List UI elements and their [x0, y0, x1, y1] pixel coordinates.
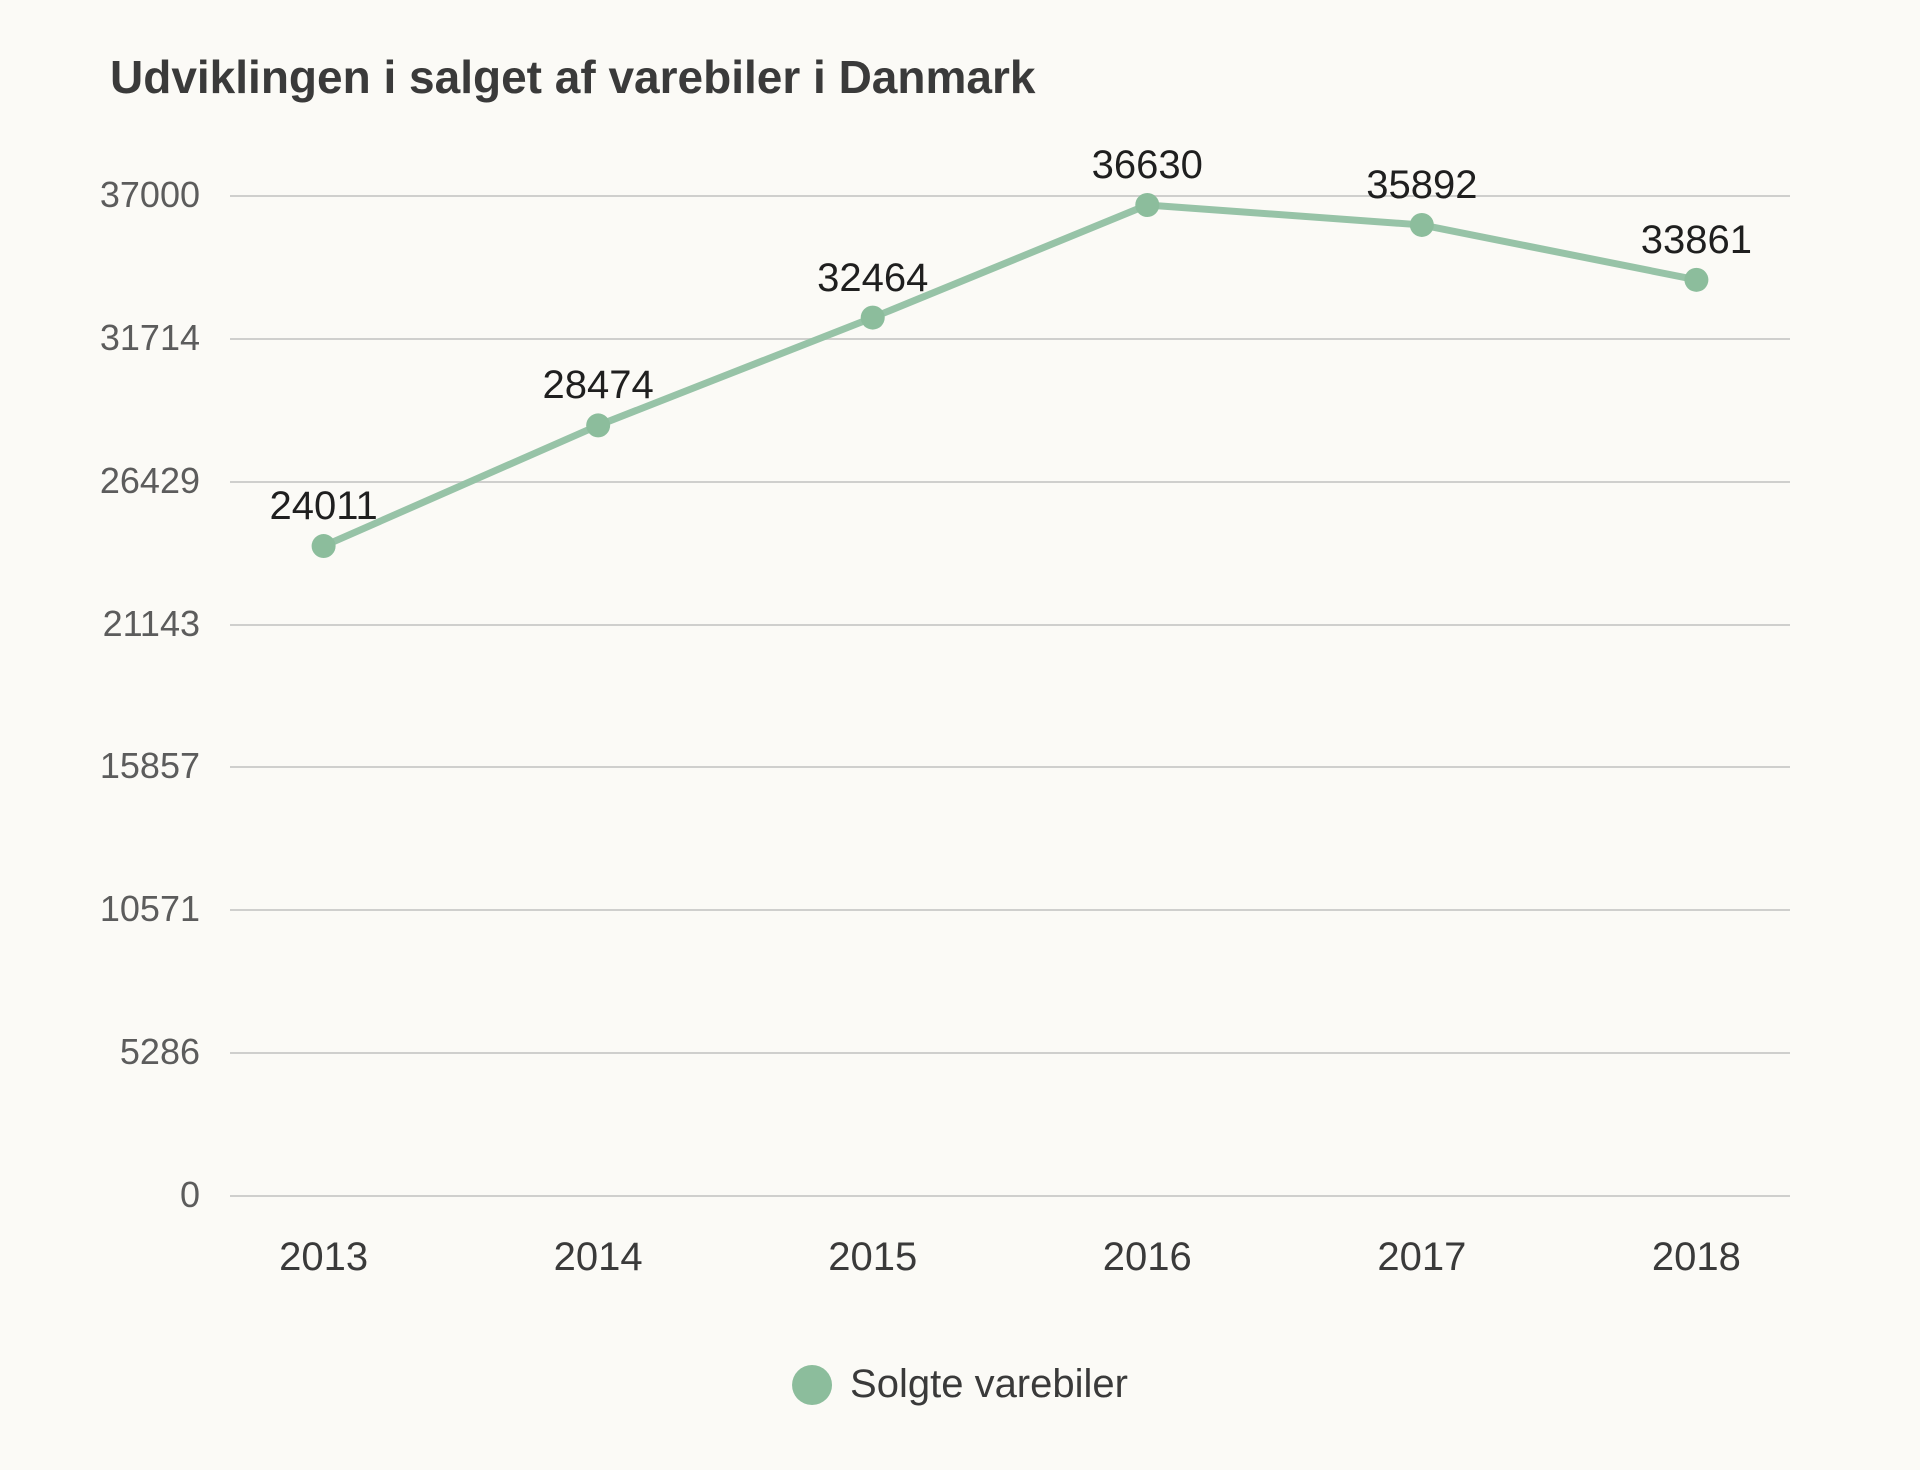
data-point	[1410, 213, 1434, 237]
y-tick-label: 5286	[60, 1031, 200, 1073]
data-label: 24011	[269, 484, 377, 529]
legend-label: Solgte varebiler	[850, 1362, 1128, 1407]
y-tick-label: 10571	[60, 888, 200, 930]
x-tick-label: 2013	[279, 1235, 368, 1280]
data-label: 33861	[1641, 218, 1752, 263]
data-point	[1135, 193, 1159, 217]
gridline	[230, 1195, 1790, 1197]
x-tick-label: 2018	[1652, 1235, 1741, 1280]
y-tick-label: 0	[60, 1174, 200, 1216]
data-label: 28474	[543, 363, 654, 408]
chart-container: Udviklingen i salget af varebiler i Danm…	[0, 0, 1920, 1470]
data-label: 32464	[817, 256, 928, 301]
y-tick-label: 31714	[60, 317, 200, 359]
data-point	[1684, 268, 1708, 292]
x-tick-label: 2014	[554, 1235, 643, 1280]
line-layer	[230, 195, 1790, 1195]
data-point	[312, 534, 336, 558]
legend: Solgte varebiler	[792, 1362, 1128, 1407]
y-tick-label: 37000	[60, 174, 200, 216]
y-tick-label: 26429	[60, 460, 200, 502]
y-tick-label: 21143	[60, 603, 200, 645]
data-point	[861, 306, 885, 330]
y-tick-label: 15857	[60, 745, 200, 787]
data-label: 35892	[1366, 163, 1477, 208]
legend-swatch-icon	[792, 1365, 832, 1405]
data-label: 36630	[1092, 143, 1203, 188]
x-tick-label: 2016	[1103, 1235, 1192, 1280]
series-line	[324, 205, 1697, 546]
chart-title: Udviklingen i salget af varebiler i Danm…	[110, 50, 1035, 104]
x-tick-label: 2015	[828, 1235, 917, 1280]
x-tick-label: 2017	[1377, 1235, 1466, 1280]
data-point	[586, 413, 610, 437]
